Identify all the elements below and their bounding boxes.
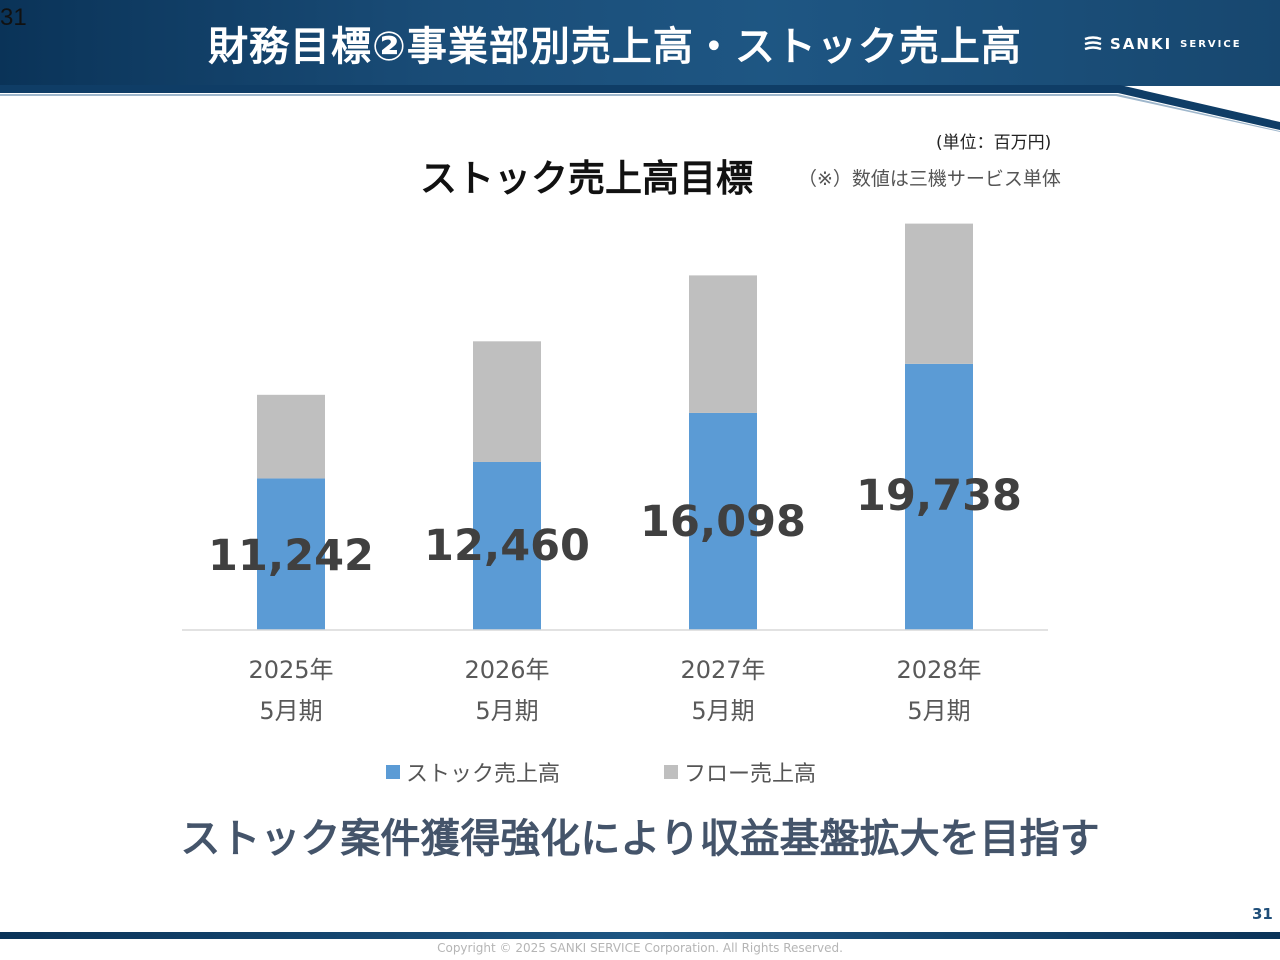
- data-label-stock: 12,460: [424, 521, 590, 571]
- bar-stock: [473, 461, 541, 630]
- bar-stock: [689, 412, 757, 630]
- copyright: Copyright © 2025 SANKI SERVICE Corporati…: [437, 941, 843, 955]
- data-label-stock: 19,738: [856, 471, 1022, 521]
- x-tick-label: 5月期: [475, 697, 538, 725]
- page-title: 財務目標②事業部別売上高・ストック売上高: [208, 24, 1022, 70]
- legend-item-flow: フロー売上高: [664, 756, 816, 788]
- unit-label: (単位：百万円): [936, 133, 1052, 153]
- bar-flow: [257, 394, 325, 479]
- bar-flow: [473, 341, 541, 462]
- slide-corner-number: 31: [0, 4, 27, 31]
- bar-flow: [689, 275, 757, 413]
- legend-label-stock: ストック売上高: [406, 762, 561, 787]
- chart-title: ストック売上高目標: [420, 157, 753, 200]
- chart-legend: ストック売上高 フロー売上高: [386, 756, 816, 788]
- bar-stock: [905, 363, 973, 630]
- x-tick-label: 5月期: [691, 697, 754, 725]
- tagline: ストック案件獲得強化により収益基盤拡大を目指す: [180, 816, 1100, 862]
- x-tick-label: 2028年: [896, 656, 981, 684]
- legend-item-stock: ストック売上高: [386, 756, 560, 788]
- legend-swatch-stock: [386, 765, 400, 779]
- data-label-stock: 16,098: [640, 497, 806, 547]
- bar-flow: [905, 223, 973, 364]
- header-swoosh: [0, 85, 1280, 132]
- x-tick-label: 2025年: [248, 656, 333, 684]
- x-tick-label: 2026年: [464, 656, 549, 684]
- logo-text-sub: SERVICE: [1180, 38, 1242, 50]
- bar-stock: [257, 478, 325, 630]
- legend-swatch-flow: [664, 765, 679, 779]
- x-tick-label: 2027年: [680, 656, 765, 684]
- page-number: 31: [1252, 905, 1273, 923]
- footer-bar: [0, 932, 1280, 939]
- legend-label-flow: フロー売上高: [684, 762, 817, 787]
- chart-note: （※）数値は三機サービス単体: [798, 168, 1061, 190]
- x-tick-label: 5月期: [907, 697, 970, 725]
- logo-text-main: SANKI: [1110, 35, 1173, 53]
- data-label-stock: 11,242: [208, 531, 374, 581]
- header-bar: [0, 0, 1280, 86]
- logo-stripes-icon: [1084, 36, 1102, 51]
- company-logo: SANKI SERVICE: [1084, 35, 1242, 53]
- x-tick-label: 5月期: [259, 697, 322, 725]
